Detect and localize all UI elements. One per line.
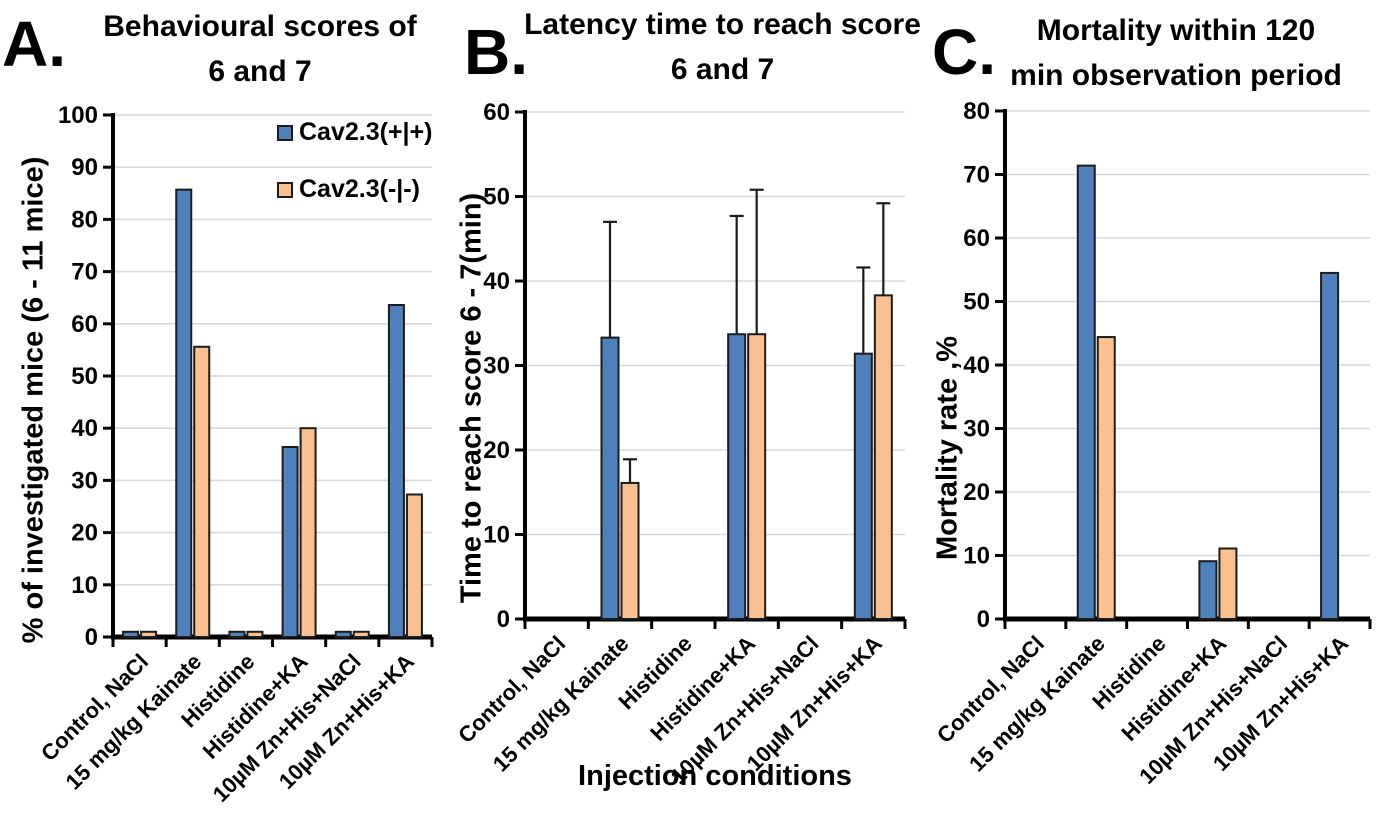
bar <box>1096 336 1116 620</box>
y-tick-label: 40 <box>483 268 510 295</box>
panel-b: B. Latency time to reach score 6 and 7 T… <box>440 0 921 816</box>
bar <box>873 294 893 620</box>
x-tick-label: Histidine+KA <box>1117 631 1232 746</box>
chart-title-b: Latency time to reach score 6 and 7 <box>510 2 935 92</box>
bar <box>193 345 211 638</box>
y-tick-label: 0 <box>85 624 98 651</box>
panel-a: A. Behavioural scores of 6 and 7 % of in… <box>0 0 440 816</box>
bar <box>299 427 317 639</box>
y-tick-label: 50 <box>71 363 98 390</box>
y-tick-label: 0 <box>497 606 510 633</box>
bar <box>334 630 352 639</box>
y-tick-label: 0 <box>977 606 990 633</box>
chart-title-c-line1: Mortality within 120 <box>1036 14 1316 47</box>
y-tick-label: 60 <box>483 99 510 126</box>
y-tick-label: 80 <box>963 98 990 125</box>
y-tick-label: 40 <box>963 352 990 379</box>
chart-title-c: Mortality within 120 min observation per… <box>955 8 1382 98</box>
y-tick-label: 20 <box>71 520 98 547</box>
bar <box>1198 560 1218 621</box>
chart-title-a: Behavioural scores of 6 and 7 <box>70 4 450 94</box>
bar <box>352 630 370 639</box>
bar <box>246 630 264 639</box>
bar <box>387 304 405 638</box>
y-tick-label: 60 <box>963 225 990 252</box>
panel-letter-a: A. <box>2 8 66 80</box>
legend-swatch <box>277 125 293 141</box>
bar <box>747 333 767 620</box>
chart-title-c-line2: min observation period <box>1010 59 1342 92</box>
y-tick-label: 90 <box>71 154 98 181</box>
y-tick-label: 100 <box>58 102 98 129</box>
y-tick-label: 50 <box>483 184 510 211</box>
y-tick-label: 20 <box>963 479 990 506</box>
y-tick-label: 70 <box>71 259 98 286</box>
x-axis-title-b: Injection conditions <box>578 760 852 792</box>
bar <box>1320 271 1340 620</box>
x-tick-label: Control, NaCl <box>453 631 570 748</box>
chart-title-b-line2: 6 and 7 <box>670 53 775 86</box>
y-tick-label: 10 <box>483 522 510 549</box>
x-tick-label: Control, NaCl <box>932 631 1049 748</box>
panel-c: C. Mortality within 120 min observation … <box>920 0 1382 816</box>
chart-title-a-line2: 6 and 7 <box>208 55 312 88</box>
bar <box>228 630 246 639</box>
chart-title-b-line1: Latency time to reach score <box>524 8 921 41</box>
y-tick-label: 80 <box>71 206 98 233</box>
y-tick-label: 10 <box>963 543 990 570</box>
bar <box>122 630 140 639</box>
bar <box>600 336 620 620</box>
y-tick-label: 50 <box>963 289 990 316</box>
panel-letter-c: C. <box>932 16 996 88</box>
bar <box>853 352 873 620</box>
legend-swatch <box>277 182 293 198</box>
bar <box>405 493 423 638</box>
bar <box>727 333 747 620</box>
bar <box>140 630 158 639</box>
bar <box>281 445 299 638</box>
y-tick-label: 10 <box>71 572 98 599</box>
y-tick-label: 30 <box>963 416 990 443</box>
y-tick-label: 40 <box>71 415 98 442</box>
bar <box>175 188 193 638</box>
chart-title-a-line1: Behavioural scores of <box>103 10 417 43</box>
legend-label: Cav2.3(-|-) <box>299 175 420 203</box>
bar <box>1076 164 1096 621</box>
y-tick-label: 70 <box>963 162 990 189</box>
y-tick-label: 20 <box>483 437 510 464</box>
legend-label: Cav2.3(+|+) <box>299 118 432 146</box>
panel-letter-b: B. <box>464 16 528 88</box>
bar <box>620 481 640 620</box>
y-tick-label: 30 <box>71 467 98 494</box>
y-tick-label: 60 <box>71 311 98 338</box>
bar <box>1218 547 1238 621</box>
y-tick-label: 30 <box>483 353 510 380</box>
